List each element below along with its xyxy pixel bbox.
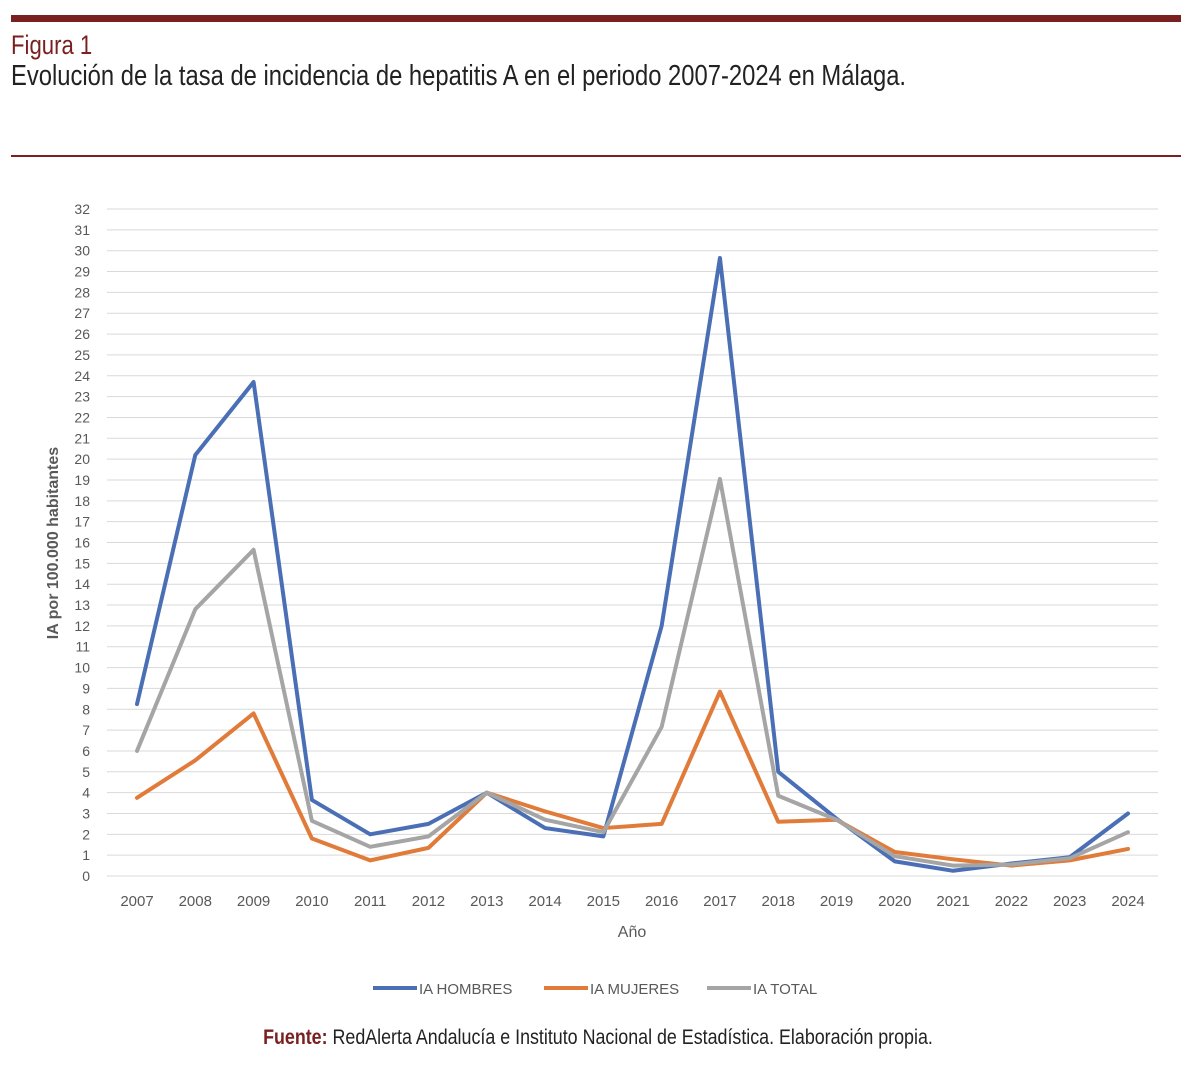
figure-title: Evolución de la tasa de incidencia de he…	[11, 60, 907, 92]
y-tick-label: 18	[74, 493, 90, 509]
y-tick-label: 31	[74, 222, 90, 238]
x-tick-label: 2020	[878, 893, 911, 910]
y-tick-label: 4	[82, 785, 90, 801]
series-line-ia-mujeres	[135, 689, 1130, 868]
y-tick-label: 10	[74, 660, 90, 676]
y-tick-label: 11	[75, 639, 90, 655]
y-tick-label: 13	[74, 597, 90, 613]
x-axis-title: Año	[618, 924, 647, 941]
y-tick-label: 28	[74, 284, 90, 300]
x-tick-label: 2024	[1111, 893, 1144, 910]
y-tick-label: 16	[74, 535, 90, 551]
y-tick-label: 17	[74, 514, 90, 530]
y-tick-label: 32	[74, 201, 90, 217]
x-tick-label: 2021	[936, 893, 969, 910]
y-tick-label: 21	[74, 430, 90, 446]
y-tick-label: 7	[82, 722, 90, 738]
y-tick-label: 15	[74, 555, 90, 571]
y-tick-label: 29	[74, 264, 90, 280]
legend-label: IA HOMBRES	[419, 981, 512, 998]
x-tick-label: 2018	[762, 893, 795, 910]
x-tick-label: 2012	[412, 893, 445, 910]
legend-label: IA TOTAL	[753, 981, 817, 998]
x-tick-label: 2013	[470, 893, 503, 910]
y-tick-label: 0	[82, 868, 90, 884]
y-axis-title: IA por 100.000 habitantes	[45, 447, 62, 639]
y-tick-label: 22	[74, 409, 90, 425]
x-tick-label: 2023	[1053, 893, 1086, 910]
x-tick-label: 2019	[820, 893, 853, 910]
figure-label: Figura 1	[11, 30, 93, 60]
x-tick-label: 2009	[237, 893, 270, 910]
y-tick-label: 3	[82, 805, 90, 821]
x-tick-label: 2011	[354, 893, 386, 910]
y-tick-label: 25	[74, 347, 90, 363]
x-tick-label: 2014	[528, 893, 561, 910]
y-tick-label: 2	[82, 826, 90, 842]
y-tick-label: 9	[82, 680, 90, 696]
y-tick-label: 6	[82, 743, 90, 759]
source-note: Fuente: RedAlerta Andalucía e Instituto …	[0, 1026, 1196, 1050]
y-tick-label: 8	[82, 701, 90, 717]
y-tick-label: 30	[74, 243, 90, 259]
x-tick-label: 2017	[703, 893, 736, 910]
y-tick-label: 24	[74, 368, 90, 384]
y-tick-label: 20	[74, 451, 90, 467]
y-tick-label: 26	[74, 326, 90, 342]
series-line-ia-total	[135, 476, 1130, 868]
y-tick-label: 19	[74, 472, 90, 488]
source-label: Fuente:	[263, 1026, 328, 1049]
x-tick-label: 2016	[645, 893, 678, 910]
source-text: RedAlerta Andalucía e Instituto Nacional…	[332, 1026, 933, 1049]
top-accent-bar	[11, 15, 1181, 22]
header-divider	[11, 155, 1181, 157]
x-tick-label: 2015	[587, 893, 620, 910]
y-tick-label: 23	[74, 389, 90, 405]
y-tick-label: 5	[82, 764, 90, 780]
x-tick-label: 2007	[120, 893, 153, 910]
x-tick-label: 2008	[179, 893, 212, 910]
x-tick-label: 2022	[995, 893, 1028, 910]
y-tick-label: 14	[74, 576, 90, 592]
x-tick-label: 2010	[295, 893, 328, 910]
y-tick-label: 12	[74, 618, 90, 634]
series-line-ia-hombres	[135, 255, 1130, 873]
y-tick-label: 1	[82, 847, 90, 863]
legend-label: IA MUJERES	[590, 981, 679, 998]
y-tick-label: 27	[74, 305, 90, 321]
